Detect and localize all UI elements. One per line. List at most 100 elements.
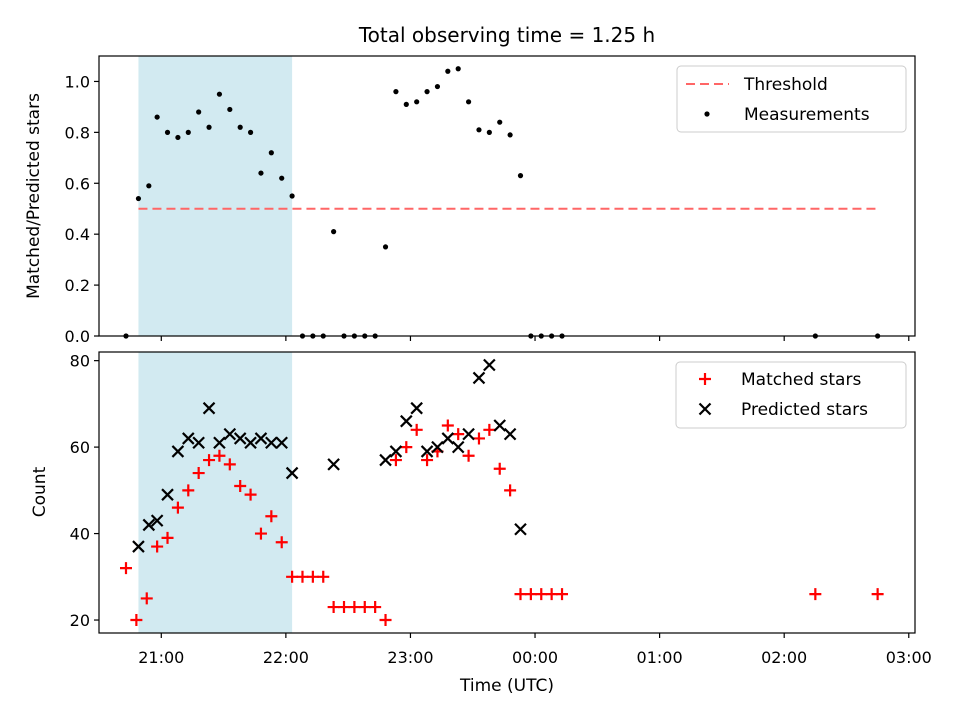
measurement-point (497, 119, 503, 125)
measurement-point (465, 99, 472, 105)
predicted-star-point (327, 458, 340, 471)
measurement-point (175, 134, 181, 141)
predicted-star-point (244, 436, 257, 450)
matched-star-point (472, 432, 485, 445)
matched-legend-marker (699, 373, 711, 385)
predicted-legend-swatch (698, 402, 712, 416)
measurement-point (445, 68, 451, 74)
matched-star-point (358, 601, 371, 614)
matched-star-point (504, 484, 517, 497)
matched-star-point (161, 531, 174, 544)
measurement-point (486, 129, 492, 135)
top-x-ticks (160, 336, 910, 341)
measurement-point (164, 129, 171, 135)
measurement-point (517, 173, 524, 179)
matched-star-point (119, 562, 132, 575)
measurement-point (289, 193, 295, 199)
matched-star-point (809, 588, 822, 601)
measurement-point (403, 101, 409, 107)
predicted-legend-marker (698, 402, 712, 416)
predicted-star-point (223, 427, 237, 441)
predicted-star-point (441, 432, 455, 445)
y-tick-label: 0.2 (65, 276, 90, 295)
bottom-y-axis-label: Count (30, 466, 50, 517)
predicted-star-point (182, 432, 195, 445)
measurement-point (154, 114, 160, 120)
measurement-point (331, 229, 337, 235)
predicted-star-point (389, 445, 403, 458)
predicted-star-point (462, 427, 475, 441)
matched-star-point (171, 501, 184, 514)
measurement-point (455, 66, 461, 72)
predicted-star-point (275, 436, 288, 450)
matched-star-point (306, 570, 319, 583)
measurement-point (279, 175, 285, 181)
matched-star-point (182, 484, 195, 497)
matched-star-point (524, 588, 537, 601)
matched-star-point (400, 441, 413, 454)
matched-star-point (452, 428, 465, 441)
matched-star-point (483, 423, 496, 436)
top-legend-box (676, 65, 907, 133)
predicted-star-point (150, 514, 164, 527)
matched-star-point (275, 536, 288, 549)
matched-star-point (234, 480, 247, 493)
x-tick-label: 00:00 (512, 648, 558, 667)
matched-star-point (265, 510, 278, 523)
predicted-star-point (503, 427, 517, 441)
predicted-star-point (493, 419, 507, 432)
matched-star-point (369, 601, 382, 614)
predicted-star-point (132, 540, 145, 553)
y-tick-label: 0.8 (65, 123, 90, 142)
matched-star-point (327, 601, 340, 614)
predicted-star-point (213, 436, 226, 450)
measurement-point (424, 89, 430, 95)
predicted-star-point (192, 436, 205, 450)
matched-star-point (871, 588, 884, 601)
measurements-legend-swatch (704, 111, 710, 117)
threshold-legend-label: Threshold (743, 75, 828, 95)
measurement-point (268, 150, 274, 156)
measurement-point (135, 195, 142, 202)
matched-star-point (244, 488, 257, 501)
predicted-star-point (202, 401, 216, 415)
x-tick-label: 22:00 (263, 648, 309, 667)
top-shaded-region (138, 56, 293, 336)
matched-star-point (389, 454, 402, 467)
predicted-star-point (379, 453, 392, 467)
predicted-stars-points (132, 358, 527, 553)
matched-star-point (203, 454, 216, 467)
bottom-x-ticks: 21:00 22:00 23:00 00:00 01:00 02:00 03:00 (138, 633, 932, 667)
matched-star-point (556, 588, 569, 601)
measurement-point (507, 132, 513, 138)
matched-star-point (192, 467, 205, 480)
bottom-y-ticks: 20 40 60 80 (70, 352, 99, 630)
matched-star-point (338, 601, 351, 614)
x-axis-label: Time (UTC) (459, 676, 554, 696)
y-tick-label: 60 (70, 438, 90, 457)
matched-star-point (151, 540, 164, 553)
x-tick-label: 02:00 (761, 648, 807, 667)
matched-star-point (545, 588, 558, 601)
predicted-star-point (233, 432, 247, 445)
x-tick-label: 23:00 (387, 648, 433, 667)
y-tick-label: 0.4 (65, 225, 90, 244)
x-tick-label: 03:00 (886, 648, 932, 667)
matched-star-point (379, 614, 392, 627)
matched-star-point (213, 449, 226, 462)
measurement-point (258, 170, 264, 176)
measurement-point (227, 106, 233, 113)
matched-star-point (317, 570, 330, 583)
measurement-point (185, 129, 191, 135)
measurements-legend-label: Measurements (744, 105, 870, 125)
predicted-star-point (472, 371, 486, 385)
bottom-legend-box (675, 361, 907, 429)
matched-star-point (130, 614, 143, 627)
measurement-point (196, 109, 202, 115)
measurement-point (146, 183, 152, 189)
matched-stars-points (119, 419, 884, 627)
matched-star-point (348, 601, 361, 614)
matched-star-point (462, 449, 475, 462)
y-tick-label: 0.0 (65, 327, 90, 346)
